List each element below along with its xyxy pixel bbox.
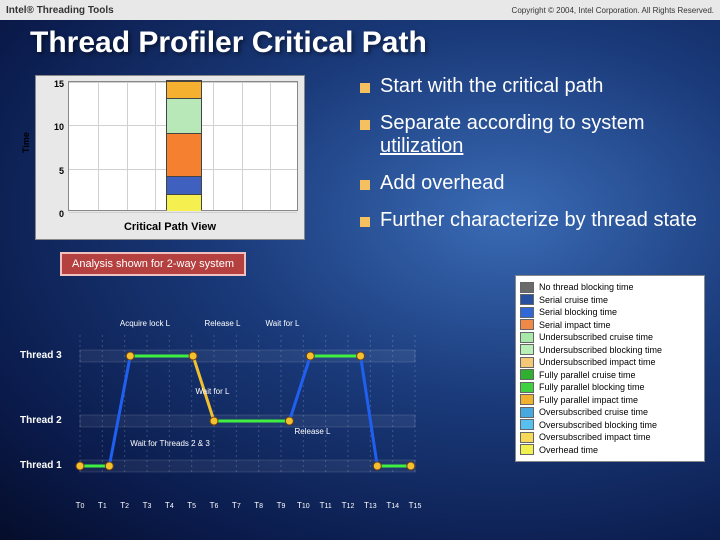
legend-row: Fully parallel cruise time xyxy=(520,369,700,380)
legend-row: Oversubscribed cruise time xyxy=(520,407,700,418)
legend-label: Fully parallel cruise time xyxy=(539,370,636,380)
bullet-list: Start with the critical path Separate acc… xyxy=(360,75,710,246)
legend-row: Overhead time xyxy=(520,444,700,455)
legend-swatch xyxy=(520,307,534,318)
bullet-icon xyxy=(360,217,370,227)
legend-row: Fully parallel blocking time xyxy=(520,382,700,393)
timeline-annotation: Release L xyxy=(195,320,250,329)
legend-label: Serial blocking time xyxy=(539,307,617,317)
time-tick: T11 xyxy=(320,501,332,510)
ytick: 0 xyxy=(38,209,64,219)
chart-plot-area xyxy=(68,81,298,211)
legend-row: Serial blocking time xyxy=(520,307,700,318)
time-tick: T6 xyxy=(210,501,219,510)
legend-label: Fully parallel blocking time xyxy=(539,382,645,392)
timeline-annotation: Wait for L xyxy=(185,388,240,397)
bullet-item: Add overhead xyxy=(360,172,710,195)
legend-row: Oversubscribed blocking time xyxy=(520,419,700,430)
legend-label: Undersubscribed blocking time xyxy=(539,345,662,355)
thread-timeline: Thread 3 Thread 2 Thread 1 T0 T1 T2 T3 T4 T5 T6 T7… xyxy=(20,310,420,510)
critical-path-chart: Time 051015 Critical Path View xyxy=(35,75,305,240)
time-tick: T7 xyxy=(232,501,241,510)
chart-ylabel: Time xyxy=(21,132,31,153)
analysis-note: Analysis shown for 2-way system xyxy=(60,252,246,276)
timeline-annotation: Wait for L xyxy=(255,320,310,329)
legend-label: Serial impact time xyxy=(539,320,611,330)
legend-swatch xyxy=(520,419,534,430)
timeline-annotation: Wait for Threads 2 & 3 xyxy=(130,440,210,449)
legend-label: Undersubscribed impact time xyxy=(539,357,656,367)
legend-swatch xyxy=(520,319,534,330)
time-tick: T5 xyxy=(187,501,196,510)
thread-label: Thread 2 xyxy=(20,415,62,426)
thread-label: Thread 3 xyxy=(20,350,62,361)
stacked-bar xyxy=(166,80,202,210)
timeline-annotation: Acquire lock L xyxy=(110,320,180,329)
legend-swatch xyxy=(520,332,534,343)
legend-swatch xyxy=(520,357,534,368)
legend-swatch xyxy=(520,344,534,355)
legend-row: Serial cruise time xyxy=(520,294,700,305)
bullet-icon xyxy=(360,120,370,130)
legend-label: Serial cruise time xyxy=(539,295,608,305)
legend-row: Serial impact time xyxy=(520,319,700,330)
thread-label: Thread 1 xyxy=(20,460,62,471)
timeline-annotation: Release L xyxy=(285,428,340,437)
legend-swatch xyxy=(520,407,534,418)
time-tick: T10 xyxy=(297,501,310,510)
ytick: 5 xyxy=(38,166,64,176)
legend-swatch xyxy=(520,294,534,305)
legend-label: Fully parallel impact time xyxy=(539,395,638,405)
time-tick: T12 xyxy=(342,501,355,510)
time-tick: T9 xyxy=(277,501,286,510)
legend-row: Undersubscribed blocking time xyxy=(520,344,700,355)
legend-row: Undersubscribed cruise time xyxy=(520,332,700,343)
legend-swatch xyxy=(520,432,534,443)
bullet-item: Further characterize by thread state xyxy=(360,209,710,232)
bullet-icon xyxy=(360,180,370,190)
legend-swatch xyxy=(520,382,534,393)
time-tick: T14 xyxy=(386,501,399,510)
legend-label: Oversubscribed impact time xyxy=(539,432,651,442)
time-tick: T8 xyxy=(254,501,263,510)
legend-swatch xyxy=(520,444,534,455)
time-tick: T13 xyxy=(364,501,377,510)
legend-row: Fully parallel impact time xyxy=(520,394,700,405)
legend-label: Overhead time xyxy=(539,445,598,455)
bullet-item: Separate according to system utilization xyxy=(360,112,710,158)
time-tick: T15 xyxy=(409,501,422,510)
legend-row: No thread blocking time xyxy=(520,282,700,293)
bullet-icon xyxy=(360,83,370,93)
legend-panel: No thread blocking time Serial cruise tim… xyxy=(515,275,705,462)
legend-swatch xyxy=(520,282,534,293)
legend-label: Oversubscribed cruise time xyxy=(539,407,648,417)
legend-swatch xyxy=(520,369,534,380)
time-tick: T1 xyxy=(98,501,107,510)
time-tick: T0 xyxy=(76,501,85,510)
legend-swatch xyxy=(520,394,534,405)
legend-row: Oversubscribed impact time xyxy=(520,432,700,443)
bullet-item: Start with the critical path xyxy=(360,75,710,98)
legend-label: Undersubscribed cruise time xyxy=(539,332,653,342)
copyright-text: Copyright © 2004, Intel Corporation. All… xyxy=(512,6,714,15)
legend-row: Undersubscribed impact time xyxy=(520,357,700,368)
ytick: 10 xyxy=(38,122,64,132)
legend-label: Oversubscribed blocking time xyxy=(539,420,657,430)
time-tick: T3 xyxy=(143,501,152,510)
chart-caption: Critical Path View xyxy=(36,221,304,233)
ytick: 15 xyxy=(38,79,64,89)
legend-label: No thread blocking time xyxy=(539,282,634,292)
page-title: Thread Profiler Critical Path xyxy=(0,20,720,60)
header-bar: Intel® Threading Tools Copyright © 2004,… xyxy=(0,0,720,20)
time-tick: T2 xyxy=(120,501,129,510)
brand-label: Intel® Threading Tools xyxy=(6,5,114,16)
time-tick: T4 xyxy=(165,501,174,510)
